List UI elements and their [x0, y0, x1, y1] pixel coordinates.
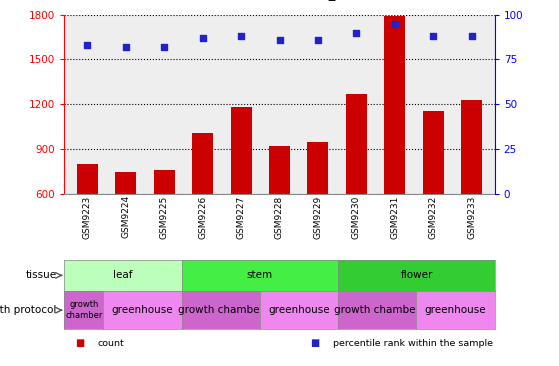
- Text: growth chamber: growth chamber: [178, 305, 264, 315]
- Text: growth protocol: growth protocol: [0, 305, 56, 315]
- Point: [467, 33, 476, 39]
- Bar: [269, 146, 290, 194]
- Point: [121, 44, 130, 50]
- Text: percentile rank within the sample: percentile rank within the sample: [333, 339, 492, 348]
- Point: [429, 33, 438, 39]
- Text: ■: ■: [75, 339, 85, 348]
- Bar: [461, 100, 482, 194]
- Bar: [346, 94, 367, 194]
- Point: [83, 42, 92, 48]
- Text: count: count: [98, 339, 125, 348]
- Bar: [115, 172, 136, 194]
- Bar: [77, 164, 98, 194]
- Text: stem: stem: [247, 270, 273, 280]
- Bar: [307, 142, 329, 194]
- Text: tissue: tissue: [26, 270, 56, 280]
- Point: [275, 37, 284, 43]
- Bar: [154, 170, 175, 194]
- Text: greenhouse: greenhouse: [268, 305, 330, 315]
- Text: ■: ■: [310, 339, 320, 348]
- Bar: [230, 107, 252, 194]
- Point: [352, 30, 361, 36]
- Text: flower: flower: [400, 270, 433, 280]
- Point: [314, 37, 323, 43]
- Text: greenhouse: greenhouse: [425, 305, 486, 315]
- Text: growth
chamber: growth chamber: [65, 300, 102, 320]
- Text: greenhouse: greenhouse: [112, 305, 173, 315]
- Bar: [423, 111, 444, 194]
- Point: [236, 33, 245, 39]
- Bar: [384, 16, 405, 194]
- Point: [390, 20, 399, 26]
- Point: [160, 44, 169, 50]
- Bar: [192, 133, 213, 194]
- Text: growth chamber: growth chamber: [334, 305, 420, 315]
- Point: [198, 35, 207, 41]
- Text: leaf: leaf: [113, 270, 132, 280]
